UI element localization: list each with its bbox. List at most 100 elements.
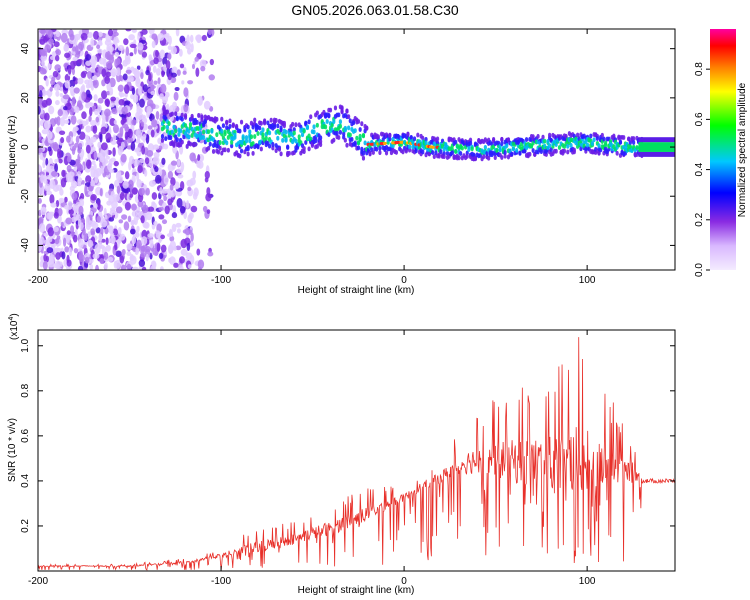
spectrogram-noise-cell [136, 225, 140, 233]
spectrogram-noise-cell [45, 78, 49, 87]
spectrogram-ridge-cell [500, 136, 504, 142]
spectrogram-ridge-cell [401, 149, 405, 155]
spectrogram-noise-cell [43, 179, 48, 184]
spectrogram-ridge-cell [246, 151, 250, 157]
spectrogram-noise-cell [77, 265, 84, 270]
spectrogram-noise-cell [118, 98, 125, 106]
spectrogram-ridge-cell [228, 118, 232, 124]
snr-y-tick-label: 0.8 [20, 383, 31, 397]
spectrogram-noise-cell [182, 70, 187, 75]
spectrogram-noise-cell [90, 231, 96, 236]
spectrogram-noise-cell [170, 72, 178, 78]
spectrogram-x-axis-label: Height of straight line (km) [298, 285, 415, 296]
spectrogram-ridge-cell [562, 148, 567, 154]
snr-y-tick-label: 0.2 [20, 519, 31, 533]
spectrogram-noise-cell [70, 90, 76, 97]
spectrogram-noise-cell [174, 86, 180, 92]
spectrogram-noise-cell [77, 218, 82, 228]
spectrogram-ridge-cell [302, 128, 306, 134]
spectrogram-noise-cell [135, 247, 140, 253]
spectrogram-ridge-cell [180, 112, 184, 118]
spectrogram-noise-cell [40, 174, 45, 184]
spectrogram-ridge-cell [576, 132, 580, 138]
spectrogram-noise-cell [164, 205, 170, 215]
spectrogram-ridge-cell [218, 140, 222, 145]
spectrogram-noise-cell [176, 197, 183, 208]
spectrogram-noise-cell [179, 206, 186, 214]
spectrogram-noise-cell [53, 41, 60, 48]
spectrogram-ridge-cell [335, 130, 339, 136]
spectrogram-ridge-cell [470, 146, 474, 152]
spectrogram-noise-cell [122, 117, 127, 123]
spectrogram-noise-cell [81, 91, 87, 101]
spectrogram-ridge-cell [177, 132, 181, 137]
spectrogram-ridge-cell [350, 137, 354, 142]
spectrogram-noise-cell [179, 144, 184, 155]
snr-axes: -200 -100 0 100 0.2 0.4 0.6 0.8 1.0 [20, 330, 675, 587]
spectrogram-ridge-cell [333, 105, 338, 111]
spectrogram-noise-cell [84, 233, 88, 242]
spectrogram-noise-cell [70, 225, 75, 234]
spectrogram-noise-cell [72, 126, 79, 132]
spectrogram-noise-cell [61, 251, 66, 260]
spectrogram-noise-cell [155, 67, 161, 76]
spectrogram-noise-cell [192, 192, 198, 200]
spectrogram-noise-cell [173, 246, 177, 251]
spectrogram-noise-cell [126, 243, 133, 250]
spectrogram-noise-cell [166, 233, 174, 238]
spectrogram-noise-cell [88, 102, 95, 107]
spectrogram-noise-cell [168, 244, 173, 255]
spectrogram-ridge-cell [511, 146, 515, 152]
spectrogram-ridge-cell [246, 144, 250, 150]
spectrogram-noise-cell [112, 124, 119, 134]
spectrogram-ridge-cell [253, 134, 257, 139]
spectrogram-noise-cell [145, 69, 150, 76]
spectrogram-ridge-cell [388, 132, 392, 138]
spectrogram-ridge-cell [531, 134, 535, 140]
spectrogram-noise-cell [92, 79, 99, 89]
spectrogram-ridge-cell [239, 119, 244, 125]
spectrogram-noise-cell [171, 223, 177, 233]
spectrogram-ridge-cell [183, 115, 188, 120]
spectrogram-noise-cell [129, 43, 137, 49]
spectrogram-noise-cell [170, 160, 178, 166]
spectrogram-noise-cell [87, 70, 92, 79]
spectrogram-noise-cell [142, 204, 149, 214]
spectrogram-noise-cell [204, 177, 209, 183]
spectrogram-ridge-cell [388, 136, 392, 142]
spectrogram-noise-cell [109, 87, 114, 96]
spectrogram-noise-cell [54, 117, 58, 125]
spectrogram-noise-cell [71, 192, 78, 201]
spectrogram-ridge-cell [554, 148, 558, 154]
spectrogram-noise-cell [89, 67, 97, 73]
spectrogram-noise-cell [62, 94, 70, 100]
spectrogram-noise-cell [73, 59, 78, 67]
spectrogram-ridge-cell [187, 134, 191, 140]
spectrogram-ridge-cell [557, 145, 562, 150]
spectrogram-noise-cell [40, 67, 44, 72]
spectrogram-noise-cell [136, 102, 140, 110]
spectrogram-noise-cell [149, 239, 154, 249]
spectrogram-noise-cell [153, 220, 158, 227]
spectrogram-noise-cell [106, 90, 110, 96]
spectrogram-ridge-cell [332, 137, 336, 143]
spectrogram-noise-cell [50, 202, 57, 208]
spectrogram-noise-cell [141, 51, 148, 58]
colorbar-tick-label: 0.4 [694, 162, 705, 176]
spectrogram-ridge-cell [238, 153, 242, 159]
spectrogram-noise-cell [85, 60, 92, 67]
spectrogram-noise-cell [177, 158, 181, 167]
spectrogram-noise-cell [40, 142, 45, 147]
spectrogram-noise-cell [187, 80, 194, 85]
spectrogram-noise-cell [107, 163, 113, 171]
spectrogram-noise-cell [114, 241, 118, 251]
spectrogram-noise-cell [107, 45, 115, 53]
spectrogram-ridge-cell [266, 120, 270, 126]
spectrogram-noise-cell [113, 160, 119, 167]
spectrogram-ridge-cell [343, 125, 347, 131]
spectrogram-noise-cell [77, 177, 83, 184]
spectrogram-noise-cell [146, 150, 154, 157]
spectrogram-ridge-cell [503, 153, 507, 159]
spectrogram-ridge-cell [274, 118, 278, 123]
spectrogram-noise-cell [131, 29, 137, 33]
